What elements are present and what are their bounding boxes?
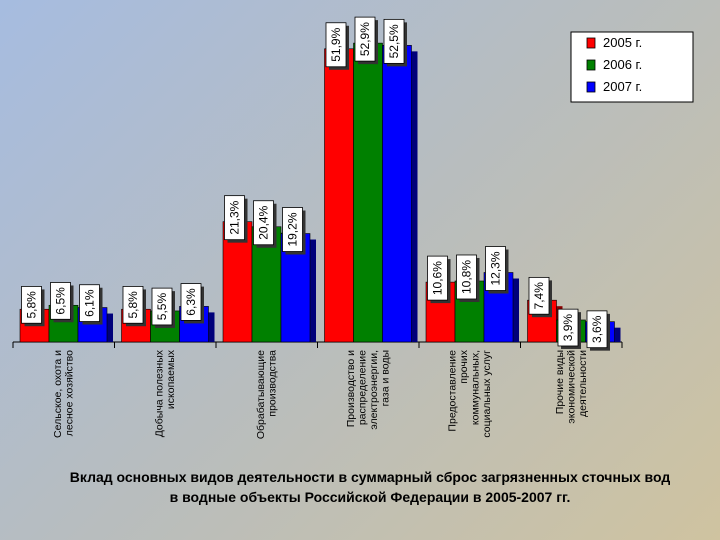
category-label-line: социальных услуг: [481, 350, 493, 438]
bar-side: [310, 239, 316, 342]
category-label-line: Производство и: [345, 350, 357, 427]
category-label-line: производства: [267, 350, 279, 417]
data-label-box: [485, 246, 506, 291]
data-label: 51,9%: [329, 27, 343, 61]
category-label-line: Добыча полезных: [154, 349, 166, 437]
legend-swatch-3: [586, 81, 596, 93]
data-label-box: [122, 286, 144, 324]
bar-side: [614, 327, 621, 342]
data-label-box: [151, 287, 173, 326]
data-label: 21,3%: [228, 200, 242, 234]
data-label: 3,6%: [590, 315, 604, 343]
category-label-line: Предоставление: [447, 350, 459, 432]
data-label: 20,4%: [257, 205, 271, 239]
data-label-box: [224, 195, 245, 241]
data-label: 5,8%: [126, 291, 140, 319]
category-label-line: Прочие виды: [554, 350, 566, 414]
data-label: 19,2%: [286, 212, 300, 246]
category-label: Предоставление прочих коммунальных, социаль…: [447, 349, 494, 437]
data-label: 6,3%: [184, 288, 198, 316]
category-label: Сельское, охота и лесное хозяйство: [52, 350, 76, 438]
bar-side: [107, 313, 113, 342]
data-label: 3,9%: [561, 314, 575, 342]
category-label: Обрабатывающие производства: [255, 350, 279, 439]
data-label-box: [21, 286, 42, 324]
data-label: 12,3%: [489, 251, 503, 285]
data-label-box: [456, 254, 477, 300]
category-label-line: газа и воды: [380, 350, 392, 406]
data-label: 52,9%: [358, 22, 372, 56]
legend-swatch-2: [586, 59, 596, 71]
category-label: Производство и распределение электроэнерги…: [345, 350, 392, 430]
category-label-line: коммунальных,: [470, 350, 482, 425]
chart-title-line-2: в водные объекты Российской Федерации в …: [169, 489, 571, 505]
category-label-line: экономической: [565, 350, 577, 424]
category-label-line: прочих: [458, 349, 470, 383]
data-label-box: [383, 18, 405, 64]
bar-side: [411, 51, 418, 342]
data-label-box: [586, 310, 608, 349]
data-label-box: [354, 16, 376, 62]
category-label: Добыча полезных ископаемых: [154, 349, 178, 437]
bar-3-cat-4: [382, 45, 412, 343]
data-label-box: [282, 207, 303, 252]
category-label-line: электроэнергии,: [368, 350, 380, 430]
legend-label-3: 2007 г.: [603, 79, 642, 94]
data-label-box: [427, 255, 448, 301]
data-label: 10,6%: [431, 261, 445, 295]
category-label-line: распределение: [357, 350, 369, 425]
data-label-box: [528, 276, 550, 315]
data-label: 52,5%: [387, 24, 401, 58]
data-label: 7,4%: [532, 282, 546, 310]
legend-label-2: 2006 г.: [603, 57, 642, 72]
data-label: 5,5%: [155, 293, 169, 321]
bar-side: [208, 312, 215, 342]
category-label-line: Сельское, охота и: [52, 350, 64, 438]
data-label-box: [325, 22, 347, 68]
category-label: Прочие виды экономической деятельности: [554, 350, 589, 424]
category-label-line: ископаемых: [165, 349, 177, 409]
legend-label-1: 2005 г.: [603, 35, 642, 50]
data-label: 6,1%: [83, 289, 97, 317]
category-label-line: Обрабатывающие: [255, 350, 267, 439]
legend-swatch-1: [586, 37, 596, 49]
bar-2-cat-4: [353, 42, 383, 343]
data-label: 6,5%: [54, 287, 68, 315]
data-label: 10,8%: [460, 260, 474, 294]
data-label-box: [79, 284, 100, 322]
data-label-box: [557, 308, 579, 347]
category-label-line: лесное хозяйство: [64, 350, 76, 436]
chart-title-line-1: Вклад основных видов деятельности в сумм…: [69, 469, 671, 485]
data-label-box: [50, 282, 71, 320]
data-label-box: [180, 283, 202, 321]
bar-side: [513, 278, 519, 342]
bar-1-cat-4: [324, 48, 354, 343]
category-label-line: деятельности: [577, 350, 589, 417]
chart-title: Вклад основных видов деятельности в сумм…: [20, 467, 720, 507]
data-label: 5,8%: [25, 291, 39, 319]
data-label-box: [253, 200, 274, 246]
